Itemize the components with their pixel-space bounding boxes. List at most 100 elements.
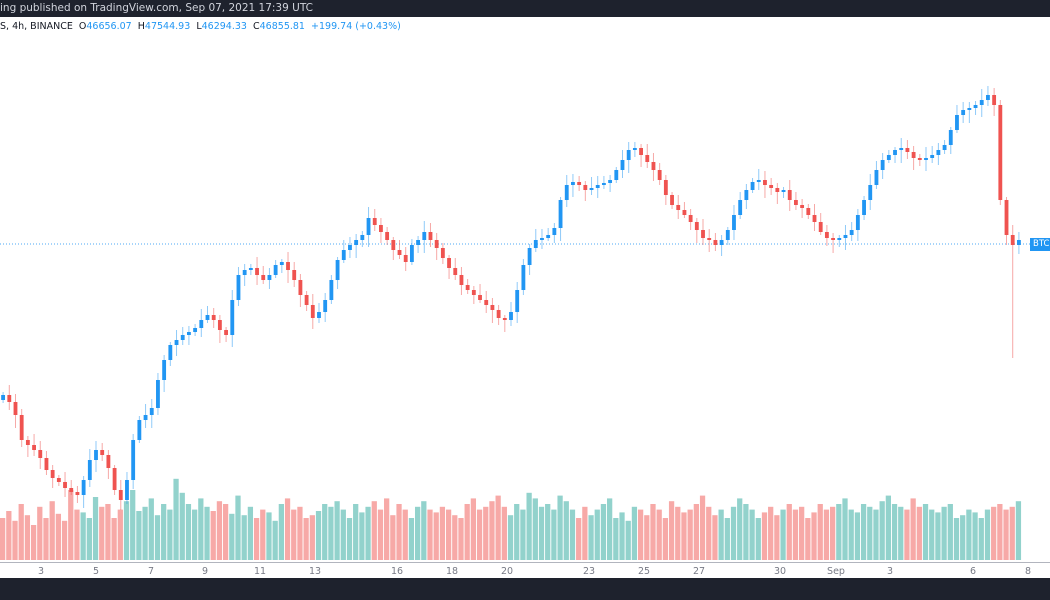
candle-body bbox=[874, 170, 879, 185]
volume-bar bbox=[117, 509, 123, 560]
candle-body bbox=[521, 265, 526, 290]
volume-bar bbox=[730, 506, 737, 560]
candle-body bbox=[230, 300, 235, 335]
candle-body bbox=[125, 480, 129, 500]
candle-body bbox=[868, 185, 873, 200]
volume-bar bbox=[99, 506, 105, 560]
candle-body bbox=[143, 415, 148, 420]
candle-body bbox=[428, 232, 433, 240]
volume-bar bbox=[210, 511, 216, 560]
x-tick-label: 20 bbox=[500, 566, 514, 577]
volume-bar bbox=[842, 498, 848, 560]
candle-body bbox=[279, 262, 284, 265]
volume-bar bbox=[681, 512, 687, 560]
candle-body bbox=[973, 105, 978, 108]
volume-bar bbox=[346, 518, 353, 560]
candle-body bbox=[794, 200, 798, 205]
candle-body bbox=[94, 450, 98, 460]
volume-bar bbox=[817, 504, 823, 560]
candle-body bbox=[601, 183, 606, 185]
volume-bar bbox=[0, 518, 6, 560]
volume-bar bbox=[780, 509, 786, 560]
close-value: 46855.81 bbox=[259, 21, 305, 32]
volume-bar bbox=[836, 504, 842, 560]
candle-body bbox=[484, 300, 489, 305]
volume-bar bbox=[706, 506, 712, 560]
candle-body bbox=[409, 245, 414, 262]
volume-bar bbox=[854, 512, 861, 560]
candle-body bbox=[162, 360, 167, 380]
candle-body bbox=[385, 232, 390, 240]
volume-bar bbox=[823, 509, 830, 560]
volume-bar bbox=[74, 509, 80, 560]
volume-bar bbox=[774, 515, 780, 560]
volume-bar bbox=[551, 509, 557, 560]
candle-body bbox=[217, 320, 222, 330]
high-label: H bbox=[137, 21, 145, 32]
candle-body bbox=[118, 490, 123, 500]
volume-bar bbox=[557, 495, 563, 560]
candle-body bbox=[589, 188, 594, 190]
candle-body bbox=[527, 248, 532, 265]
volume-bar bbox=[291, 509, 297, 560]
volume-bar bbox=[997, 504, 1003, 560]
volume-bar bbox=[904, 509, 910, 560]
candle-body bbox=[936, 150, 941, 155]
volume-bar bbox=[272, 520, 278, 560]
volume-bar bbox=[61, 520, 68, 560]
volume-bar bbox=[625, 520, 631, 560]
publish-info-text: ing published on TradingView.com, Sep 07… bbox=[0, 2, 313, 14]
volume-bar bbox=[365, 506, 371, 560]
x-tick-label: 3 bbox=[37, 566, 45, 577]
volume-bar bbox=[737, 498, 743, 560]
volume-bar bbox=[749, 509, 755, 560]
candle-body bbox=[261, 275, 266, 280]
x-tick-label: 23 bbox=[582, 566, 596, 577]
candle-body bbox=[701, 230, 705, 238]
low-value: 46294.33 bbox=[201, 21, 247, 32]
volume-bar bbox=[687, 509, 693, 560]
volume-bar bbox=[458, 518, 464, 560]
volume-bar bbox=[49, 501, 55, 560]
candle-body bbox=[800, 205, 805, 208]
volume-bar bbox=[476, 509, 483, 560]
volume-bar bbox=[860, 504, 867, 560]
time-axis[interactable]: 3 5 7 9 11 13 16 18 20 23 25 27 30 Sep 3 6 8 bbox=[0, 562, 1050, 580]
x-tick-label: 7 bbox=[147, 566, 155, 577]
candle-body bbox=[32, 445, 36, 450]
volume-bar bbox=[173, 478, 179, 560]
volume-bar bbox=[929, 509, 935, 560]
volume-bar bbox=[322, 504, 328, 560]
high-value: 47544.93 bbox=[144, 21, 191, 32]
volume-bar bbox=[644, 515, 650, 560]
volume-bar bbox=[569, 509, 576, 560]
candle-body bbox=[961, 110, 966, 115]
candle-body bbox=[292, 270, 297, 280]
volume-bar bbox=[30, 525, 37, 560]
volume-bar bbox=[328, 506, 334, 560]
volume-bar bbox=[80, 512, 86, 560]
volume-bar bbox=[1015, 501, 1022, 560]
volume-bar bbox=[445, 509, 452, 560]
candle-body bbox=[180, 335, 185, 340]
candle-body bbox=[787, 190, 792, 200]
x-tick-label: 16 bbox=[390, 566, 404, 577]
candle-body bbox=[509, 312, 513, 320]
candle-body bbox=[893, 150, 897, 155]
candle-body bbox=[447, 258, 451, 268]
candle-body bbox=[440, 248, 445, 258]
volume-bar bbox=[718, 509, 724, 560]
candle-body bbox=[899, 148, 904, 150]
candle-body bbox=[769, 185, 774, 188]
candle-body bbox=[1010, 235, 1015, 245]
candle-body bbox=[75, 492, 80, 495]
volume-bar bbox=[148, 498, 154, 560]
candle-body bbox=[924, 158, 928, 160]
candle-body bbox=[391, 240, 396, 250]
volume-bar bbox=[910, 498, 916, 560]
volume-bar bbox=[353, 504, 359, 560]
candle-body bbox=[688, 215, 693, 222]
candle-body bbox=[434, 240, 439, 248]
candlestick-chart[interactable] bbox=[0, 17, 1050, 565]
volume-bar bbox=[761, 512, 768, 560]
